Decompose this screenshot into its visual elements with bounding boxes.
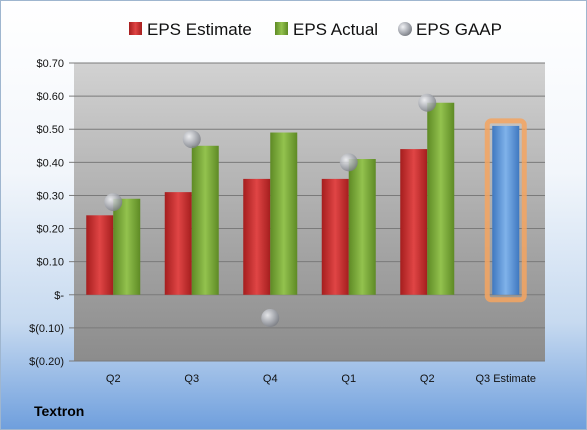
marker-eps-gaap <box>182 130 201 149</box>
x-tick-label: Q4 <box>263 373 278 385</box>
legend-item-gaap: EPS GAAP <box>398 20 502 39</box>
y-tick-label: $0.60 <box>36 91 64 103</box>
legend-item-actual: EPS Actual <box>275 20 378 39</box>
y-tick-label: $(0.10) <box>29 323 64 335</box>
y-tick-label: $0.70 <box>36 58 64 70</box>
estimate-highlight <box>484 118 527 303</box>
eps-chart: $0.70 $0.60 $0.50 $0.40 $0.30 $0.20 $0.10 $- $(0… <box>29 20 545 385</box>
x-tick-label: Q3 Estimate <box>475 373 536 385</box>
x-tick-label: Q2 <box>106 373 121 385</box>
marker-eps-gaap <box>418 93 437 112</box>
gaap-markers <box>104 93 437 327</box>
gridlines <box>69 62 545 362</box>
y-tick-label: $0.40 <box>36 157 64 169</box>
legend-label-gaap: EPS GAAP <box>416 20 502 39</box>
bar-future-estimate <box>492 125 520 295</box>
x-tick-label: Q1 <box>341 373 356 385</box>
marker-eps-gaap <box>104 193 123 212</box>
company-name: Textron <box>34 403 85 419</box>
legend-label-actual: EPS Actual <box>293 20 378 39</box>
y-tick-label: $0.50 <box>36 124 64 136</box>
bar-eps-estimate <box>86 215 114 295</box>
x-axis-ticks: Q2 Q3 Q4 Q1 Q2 Q3 Estimate <box>106 373 536 385</box>
legend-item-estimate: EPS Estimate <box>129 20 252 39</box>
plot-area <box>74 63 545 361</box>
bar-eps-estimate <box>400 149 428 295</box>
legend-label-estimate: EPS Estimate <box>147 20 252 39</box>
bar-eps-estimate <box>321 178 349 295</box>
bar-eps-actual <box>427 102 455 295</box>
bar-eps-estimate <box>243 178 271 295</box>
bar-eps-estimate <box>164 192 192 295</box>
bar-eps-actual <box>270 132 298 295</box>
legend-swatch-gaap <box>398 22 412 36</box>
y-axis-ticks: $0.70 $0.60 $0.50 $0.40 $0.30 $0.20 $0.10 $- $(0… <box>29 58 64 368</box>
marker-eps-gaap <box>339 153 358 172</box>
legend: EPS Estimate EPS Actual EPS GAAP <box>129 20 502 39</box>
x-tick-label: Q2 <box>420 373 435 385</box>
x-tick-label: Q3 <box>184 373 199 385</box>
y-tick-label: $0.10 <box>36 257 64 269</box>
legend-swatch-actual <box>275 22 288 35</box>
y-tick-label: $0.20 <box>36 224 64 236</box>
bar-eps-actual <box>113 198 141 295</box>
y-tick-label: $(0.20) <box>29 356 64 368</box>
marker-eps-gaap <box>261 308 280 327</box>
bar-eps-actual <box>348 159 376 295</box>
bars <box>86 102 527 303</box>
y-tick-label: $- <box>54 290 64 302</box>
legend-swatch-estimate <box>129 22 142 35</box>
bar-eps-actual <box>191 145 219 295</box>
y-tick-label: $0.30 <box>36 190 64 202</box>
